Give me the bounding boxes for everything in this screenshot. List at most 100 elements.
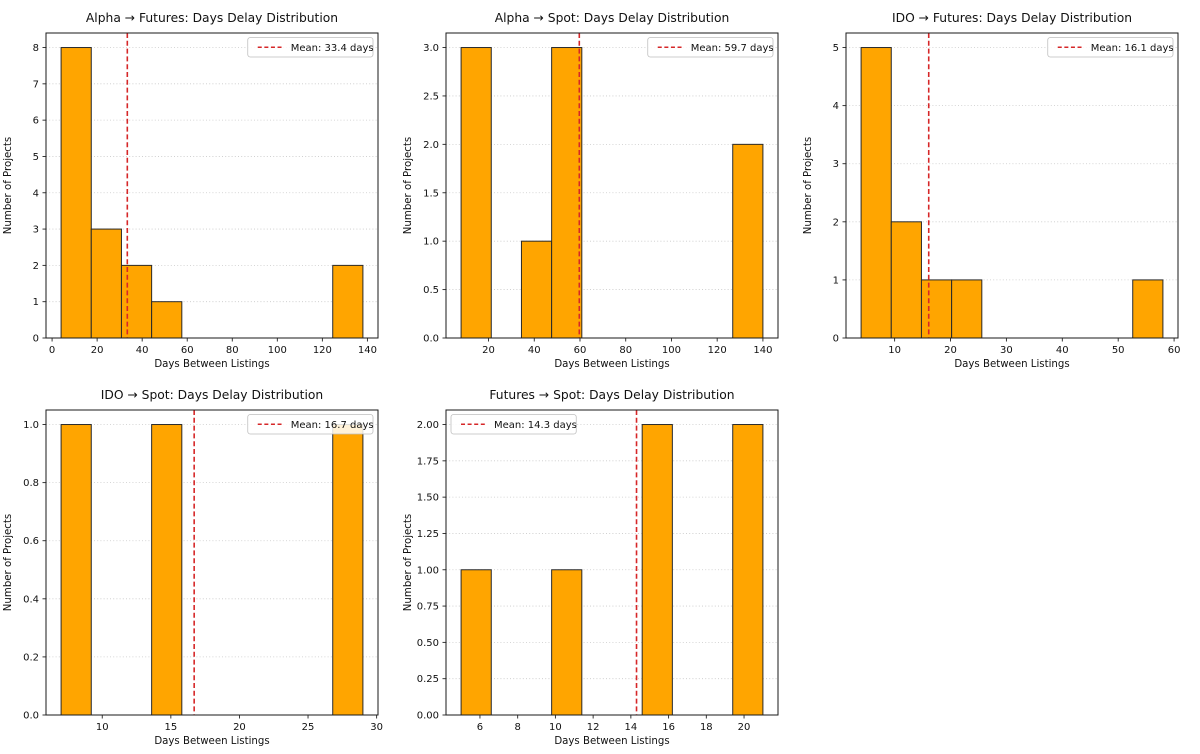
x-tick-label: 140 bbox=[753, 345, 772, 356]
legend-label: Mean: 16.7 days bbox=[291, 420, 374, 431]
y-tick-label: 1.5 bbox=[423, 188, 439, 199]
legend-box bbox=[450, 414, 577, 435]
y-tick-label: 0.8 bbox=[23, 478, 39, 489]
subplot-ido-spot: 10 15 20 25 30 0.0 0.2 0.4 0.6 0.8 1.0 IDO → Spot: … bbox=[0, 377, 400, 754]
subplot-ido-futures: 10 20 30 40 50 60 0 1 2 3 4 5 IDO → Futures: Days De… bbox=[800, 0, 1200, 377]
x-tick-label: 16 bbox=[662, 722, 675, 733]
histogram-bars bbox=[60, 424, 364, 716]
legend: Mean: 14.3 days bbox=[450, 414, 577, 435]
legend-box bbox=[647, 37, 774, 58]
x-tick-label: 100 bbox=[662, 345, 681, 356]
y-tick-label: 0.6 bbox=[23, 536, 39, 547]
x-tick-label: 80 bbox=[619, 345, 632, 356]
histogram-bar bbox=[551, 569, 583, 716]
x-tick-label: 20 bbox=[233, 722, 246, 733]
y-tick-label: 2 bbox=[33, 261, 39, 272]
x-tick-label: 100 bbox=[268, 345, 287, 356]
x-axis-label: Days Between Listings bbox=[554, 359, 669, 370]
x-tick-label: 60 bbox=[574, 345, 587, 356]
subplot-alpha-spot: 20 40 60 80 100 120 140 0.0 0.5 1.0 1.5 2.0 2.5 3.0 Al… bbox=[400, 0, 800, 377]
legend-box bbox=[247, 414, 374, 435]
axes-frame bbox=[45, 409, 379, 716]
histogram-bars bbox=[460, 47, 764, 339]
legend: Mean: 16.1 days bbox=[1047, 37, 1174, 58]
chart-title: IDO → Futures: Days Delay Distribution bbox=[892, 11, 1132, 25]
x-tick-label: 20 bbox=[738, 722, 751, 733]
histogram-bars bbox=[60, 47, 364, 339]
y-axis-label: Number of Projects bbox=[3, 137, 14, 234]
x-tick-label: 40 bbox=[136, 345, 149, 356]
x-tick-label: 60 bbox=[181, 345, 194, 356]
histogram-bar bbox=[732, 143, 764, 339]
x-axis-label: Days Between Listings bbox=[954, 359, 1069, 370]
histogram-bar bbox=[332, 424, 364, 716]
histogram-bar bbox=[151, 301, 183, 339]
histogram-bar bbox=[120, 264, 153, 339]
histogram-bar bbox=[460, 47, 492, 339]
x-tick-label: 10 bbox=[96, 722, 109, 733]
y-tick-label: 3 bbox=[33, 225, 39, 236]
histogram-bar bbox=[60, 424, 92, 716]
y-tick-label: 0.50 bbox=[417, 638, 439, 649]
x-tick-label: 30 bbox=[370, 722, 383, 733]
x-tick-label: 8 bbox=[514, 722, 520, 733]
x-axis: 0 20 40 60 80 100 120 140 bbox=[49, 338, 377, 356]
y-axis-label: Number of Projects bbox=[403, 137, 414, 234]
y-axis: 0.0 0.5 1.0 1.5 2.0 2.5 3.0 bbox=[423, 43, 446, 345]
histogram-bar bbox=[641, 424, 673, 716]
x-tick-label: 120 bbox=[708, 345, 727, 356]
y-tick-label: 1.50 bbox=[417, 493, 439, 504]
x-tick-label: 50 bbox=[1112, 345, 1125, 356]
histogram-bar bbox=[151, 424, 183, 716]
legend-label: Mean: 59.7 days bbox=[691, 43, 774, 54]
y-tick-label: 0.2 bbox=[23, 652, 39, 663]
legend-label: Mean: 14.3 days bbox=[494, 420, 577, 431]
y-tick-label: 0.0 bbox=[23, 711, 39, 722]
y-axis: 0.0 0.2 0.4 0.6 0.8 1.0 bbox=[23, 420, 46, 722]
legend-label: Mean: 16.1 days bbox=[1091, 43, 1174, 54]
y-tick-label: 0.0 bbox=[423, 334, 439, 345]
y-axis-label: Number of Projects bbox=[3, 514, 14, 611]
chart-title: Alpha → Futures: Days Delay Distribution bbox=[86, 11, 338, 25]
subplot-alpha-futures: 0 20 40 60 80 100 120 140 0 1 2 3 4 5 6 7 8 Alpha → Futur… bbox=[0, 0, 400, 377]
y-tick-label: 0.4 bbox=[23, 594, 39, 605]
y-tick-label: 2.0 bbox=[423, 140, 439, 151]
histogram-futures-spot: 6 8 10 12 14 16 18 20 0.00 0.25 0.50 0.75 1.00 1.25 1.… bbox=[403, 388, 779, 747]
x-axis: 6 8 10 12 14 16 18 20 bbox=[477, 715, 751, 733]
y-tick-label: 3.0 bbox=[423, 43, 439, 54]
empty-subplot-area bbox=[800, 377, 1200, 754]
y-tick-label: 0.5 bbox=[423, 285, 439, 296]
y-tick-label: 5 bbox=[33, 152, 39, 163]
y-tick-label: 6 bbox=[33, 116, 39, 127]
y-tick-label: 8 bbox=[33, 43, 39, 54]
x-tick-label: 40 bbox=[528, 345, 541, 356]
histogram-bar bbox=[551, 47, 583, 339]
y-tick-label: 1.75 bbox=[417, 456, 439, 467]
x-tick-label: 6 bbox=[477, 722, 483, 733]
x-tick-label: 140 bbox=[358, 345, 377, 356]
histogram-bar bbox=[860, 47, 892, 339]
y-tick-label: 1.0 bbox=[23, 420, 39, 431]
x-tick-label: 25 bbox=[302, 722, 315, 733]
histogram-bar bbox=[332, 264, 364, 339]
x-axis: 20 40 60 80 100 120 140 bbox=[482, 338, 772, 356]
histogram-bars bbox=[860, 47, 1164, 339]
y-axis: 0 1 2 3 4 5 bbox=[833, 43, 846, 345]
histogram-bar bbox=[920, 279, 953, 339]
x-tick-label: 20 bbox=[91, 345, 104, 356]
x-axis-label: Days Between Listings bbox=[154, 359, 269, 370]
histogram-bar bbox=[1132, 279, 1164, 339]
axes-frame bbox=[445, 409, 779, 716]
y-tick-label: 1 bbox=[833, 275, 839, 286]
legend-label: Mean: 33.4 days bbox=[291, 43, 374, 54]
histogram-bar bbox=[890, 221, 922, 339]
y-tick-label: 1.25 bbox=[417, 529, 439, 540]
histogram-alpha-spot: 20 40 60 80 100 120 140 0.0 0.5 1.0 1.5 2.0 2.5 3.0 Al… bbox=[403, 11, 779, 370]
legend: Mean: 33.4 days bbox=[247, 37, 374, 58]
y-tick-label: 0.25 bbox=[417, 674, 439, 685]
y-axis: 0.00 0.25 0.50 0.75 1.00 1.25 1.50 1.75 2.00 bbox=[417, 420, 446, 722]
x-tick-label: 80 bbox=[226, 345, 239, 356]
histogram-ido-futures: 10 20 30 40 50 60 0 1 2 3 4 5 IDO → Futures: Days De… bbox=[803, 11, 1180, 370]
histogram-bar bbox=[60, 47, 92, 339]
y-tick-label: 1 bbox=[33, 297, 39, 308]
